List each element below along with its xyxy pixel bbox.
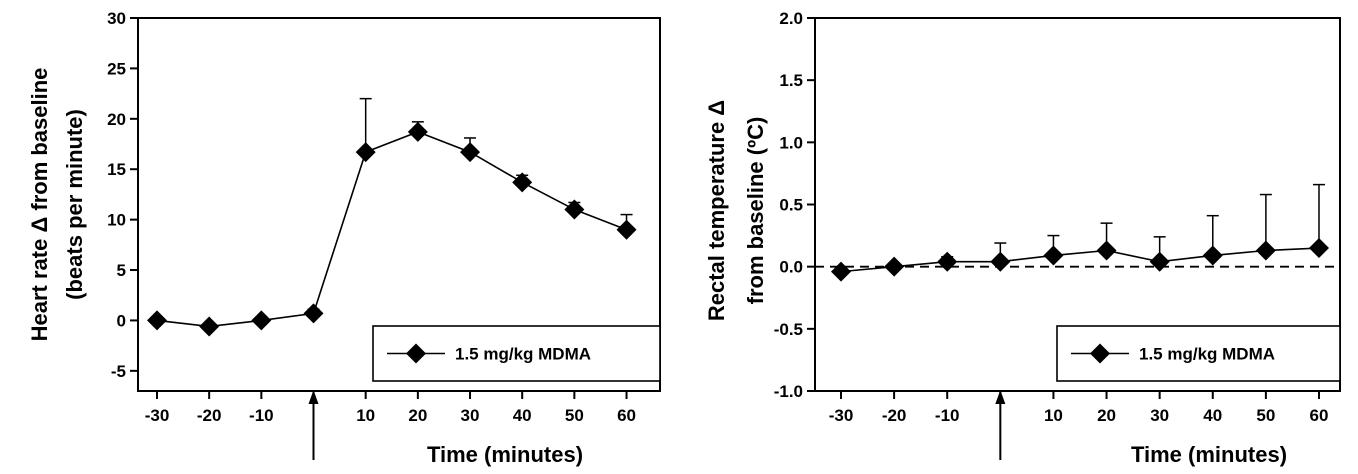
data-point-marker xyxy=(564,199,585,220)
x-tick-label: 60 xyxy=(1310,406,1329,425)
series-line xyxy=(840,247,1320,273)
x-tick-label: 20 xyxy=(1097,406,1116,425)
data-point-marker xyxy=(831,261,851,282)
data-point-marker xyxy=(512,172,533,193)
x-axis-title: Time (minutes) xyxy=(427,442,583,467)
series-line xyxy=(156,131,627,328)
x-tick-label: -30 xyxy=(145,406,170,425)
legend-marker xyxy=(406,343,426,364)
data-point-marker xyxy=(199,316,220,337)
x-tick-label: 20 xyxy=(408,406,427,425)
chart-panel-2: 2.0 1.5 1.0 0.5 0.0 -0.5 -1.0 -30 -20 -10 10 20 30 40… xyxy=(704,9,1341,467)
y-tick-label: 25 xyxy=(107,59,126,78)
x-tick-label: 50 xyxy=(565,406,584,425)
data-point-marker xyxy=(884,256,905,277)
x-tick-label: 40 xyxy=(1203,406,1222,425)
x-tick-label: 60 xyxy=(617,406,636,425)
y-axis-title-line: (beats per minute) xyxy=(62,109,87,300)
y-tick-label: 1.5 xyxy=(779,71,803,90)
y-tick-label: 10 xyxy=(107,211,126,230)
data-point-marker xyxy=(1255,240,1276,261)
dose-arrow-head xyxy=(308,390,319,404)
y-tick-label: -5 xyxy=(111,362,126,381)
y-tick-label: 15 xyxy=(107,160,126,179)
data-point-marker xyxy=(990,251,1011,272)
dose-arrow-head xyxy=(995,390,1006,404)
x-tick-label: -10 xyxy=(935,406,960,425)
data-point-marker xyxy=(937,251,958,272)
x-tick-label: -20 xyxy=(197,406,222,425)
data-point-marker xyxy=(407,121,428,142)
legend-marker xyxy=(1090,343,1110,364)
data-point-marker xyxy=(1043,245,1064,266)
y-axis-title-line: from baseline (ºC) xyxy=(743,117,768,305)
data-point-marker xyxy=(147,310,167,331)
y-tick-label: -1.0 xyxy=(774,382,803,401)
x-tick-label: 10 xyxy=(1044,406,1063,425)
data-point-marker xyxy=(1149,251,1170,272)
x-tick-label: 40 xyxy=(513,406,532,425)
data-point-marker xyxy=(616,219,637,240)
y-tick-label: 0 xyxy=(117,311,126,330)
y-tick-label: 20 xyxy=(107,110,126,129)
x-tick-label: 10 xyxy=(356,406,375,425)
x-tick-label: 30 xyxy=(461,406,480,425)
x-tick-label: -10 xyxy=(249,406,274,425)
data-point-marker xyxy=(355,142,376,163)
y-tick-label: 5 xyxy=(117,261,126,280)
x-axis-title: Time (minutes) xyxy=(1131,442,1287,467)
y-tick-label: 2.0 xyxy=(779,9,803,28)
y-tick-label: 0.0 xyxy=(779,258,803,277)
y-tick-label: 1.0 xyxy=(779,133,803,152)
y-tick-label: 0.5 xyxy=(779,196,803,215)
y-tick-label: -0.5 xyxy=(774,320,803,339)
x-tick-label: -30 xyxy=(829,406,854,425)
y-axis-title-line: Rectal temperature Δ xyxy=(704,100,729,321)
plot-frame xyxy=(137,17,661,392)
data-point-marker xyxy=(1096,240,1117,261)
x-tick-label: 30 xyxy=(1150,406,1169,425)
data-point-marker xyxy=(1308,238,1329,259)
x-tick-label: 50 xyxy=(1256,406,1275,425)
data-point-marker xyxy=(460,142,481,163)
x-tick-label: -20 xyxy=(882,406,907,425)
data-point-marker xyxy=(303,303,324,324)
data-point-marker xyxy=(1202,245,1223,266)
data-point-marker xyxy=(251,310,272,331)
legend-label: 1.5 mg/kg MDMA xyxy=(455,345,591,364)
y-axis-title-line: Heart rate Δ from baseline xyxy=(27,68,52,342)
legend-label: 1.5 mg/kg MDMA xyxy=(1139,345,1275,364)
y-tick-label: 30 xyxy=(107,9,126,28)
